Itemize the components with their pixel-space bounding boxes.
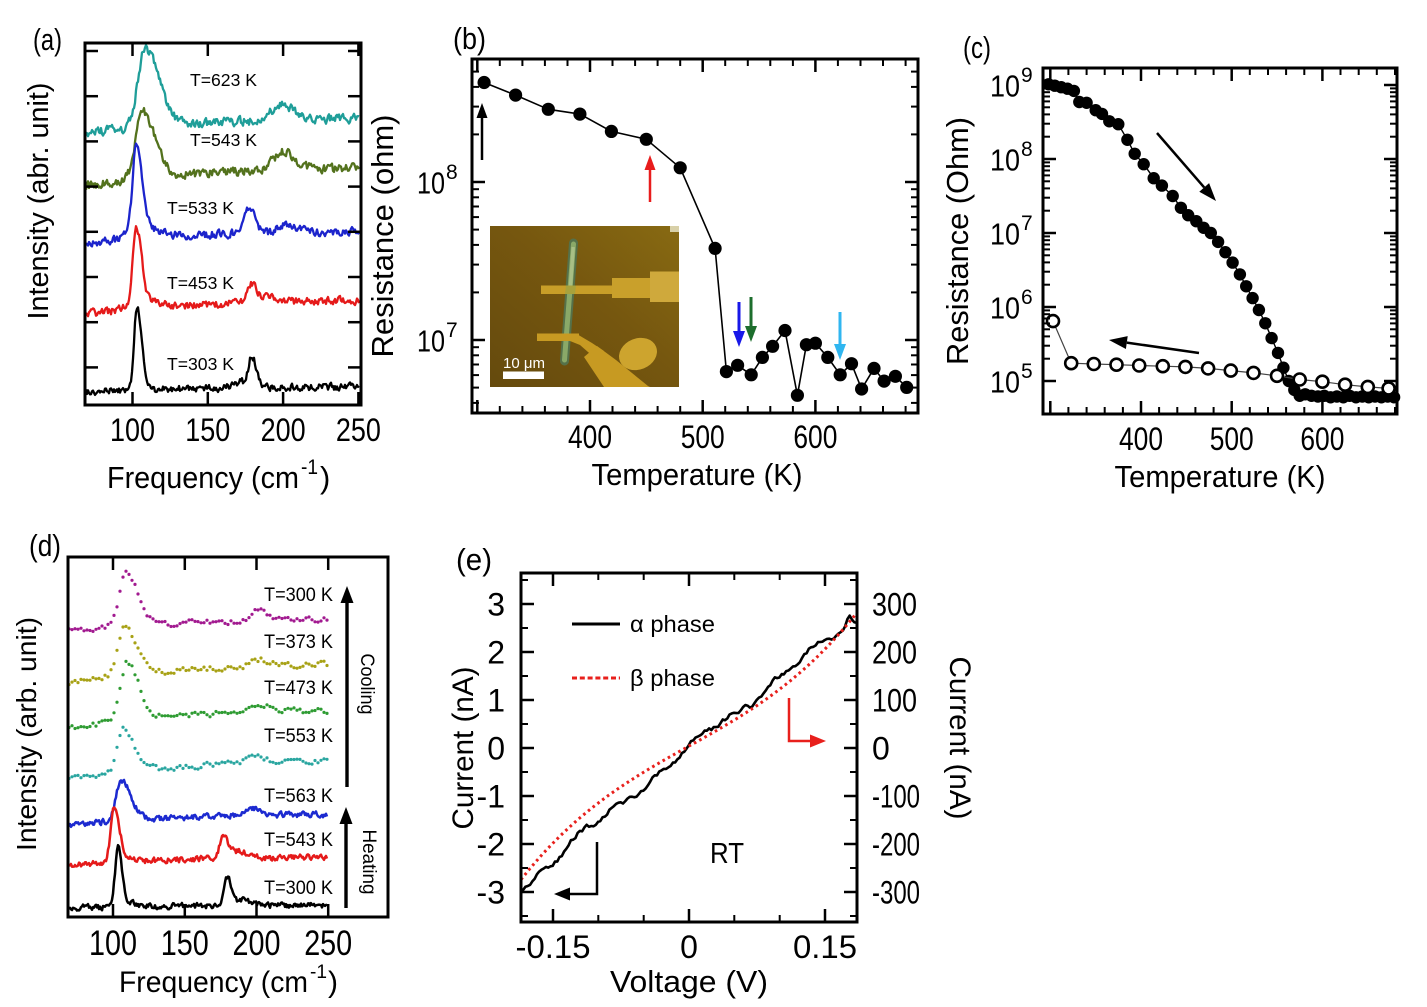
svg-text:200: 200 [261,412,306,448]
svg-text:(e): (e) [456,542,492,577]
svg-text:): ) [328,966,338,999]
svg-text:7: 7 [1021,212,1033,235]
svg-text:T=553 K: T=553 K [264,726,333,747]
svg-text:Heating: Heating [358,830,379,895]
svg-text:10: 10 [417,324,445,359]
svg-text:10: 10 [990,365,1020,400]
svg-text:600: 600 [1300,421,1344,457]
svg-text:500: 500 [1210,421,1254,457]
svg-text:T=373 K: T=373 K [264,632,333,653]
svg-text:10: 10 [990,143,1020,178]
svg-text:β phase: β phase [630,665,715,691]
svg-text:600: 600 [793,419,837,455]
svg-text:Frequency (cm: Frequency (cm [107,460,299,495]
svg-text:(b): (b) [453,21,486,56]
svg-text:-1: -1 [301,456,318,479]
svg-text:10 μm: 10 μm [503,355,545,372]
svg-text:α phase: α phase [630,611,715,637]
svg-text:T=623 K: T=623 K [190,70,257,90]
svg-text:100: 100 [89,924,137,963]
svg-text:7: 7 [446,319,458,342]
svg-text:T=303 K: T=303 K [167,354,234,374]
svg-text:10: 10 [990,291,1020,326]
svg-text:3: 3 [487,587,505,623]
svg-text:-1: -1 [477,779,505,815]
svg-text:Temperature (K): Temperature (K) [592,457,803,492]
svg-text:0.15: 0.15 [793,929,857,965]
svg-text:RT: RT [710,838,744,870]
svg-text:10: 10 [990,217,1020,252]
svg-text:6: 6 [1021,286,1033,309]
svg-text:-300: -300 [872,875,920,911]
svg-text:250: 250 [304,924,352,963]
svg-text:Resistance (Ohm): Resistance (Ohm) [940,117,975,365]
svg-text:T=453 K: T=453 K [167,273,234,293]
svg-text:-100: -100 [872,779,920,815]
svg-text:-200: -200 [872,827,920,863]
svg-text:Intensity (arb. unit): Intensity (arb. unit) [11,617,42,851]
svg-text:1: 1 [487,683,505,719]
svg-text:Current (nA): Current (nA) [447,667,480,830]
svg-text:-2: -2 [477,827,505,863]
svg-text:100: 100 [872,683,917,719]
svg-text:T=533 K: T=533 K [167,198,234,218]
svg-text:Intensity (abr. unit): Intensity (abr. unit) [23,83,55,320]
svg-text:400: 400 [568,419,612,455]
svg-text:10: 10 [990,69,1020,104]
svg-text:200: 200 [872,635,917,671]
svg-text:T=543 K: T=543 K [190,130,257,150]
svg-text:250: 250 [336,412,381,448]
svg-text:Resistance (ohm): Resistance (ohm) [365,115,400,358]
svg-text:T=563 K: T=563 K [264,786,333,807]
svg-text:Frequency (cm: Frequency (cm [119,966,308,999]
svg-text:-3: -3 [477,875,505,911]
svg-text:400: 400 [1119,421,1163,457]
svg-text:T=473 K: T=473 K [264,678,333,699]
svg-text:300: 300 [872,587,917,623]
svg-text:500: 500 [681,419,725,455]
svg-text:(c): (c) [963,30,991,65]
svg-text:Cooling: Cooling [356,654,377,715]
svg-text:T=300 K: T=300 K [264,878,333,899]
svg-text:Current (nA): Current (nA) [943,657,976,820]
svg-text:10: 10 [417,166,445,201]
svg-text:5: 5 [1021,360,1033,383]
svg-text:2: 2 [487,635,505,671]
svg-text:0: 0 [680,929,698,965]
svg-text:200: 200 [233,924,281,963]
svg-text:150: 150 [185,412,230,448]
svg-text:(d): (d) [29,528,61,563]
svg-text:Voltage (V): Voltage (V) [610,964,768,999]
svg-text:0: 0 [487,731,505,767]
svg-text:Temperature (K): Temperature (K) [1115,459,1326,494]
svg-text:(a): (a) [33,22,62,57]
svg-text:8: 8 [1021,138,1033,161]
svg-text:T=543 K: T=543 K [264,830,333,851]
svg-text:8: 8 [446,161,458,184]
svg-text:-1: -1 [310,962,327,983]
svg-text:-0.15: -0.15 [516,929,591,965]
svg-text:150: 150 [161,924,209,963]
svg-text:): ) [320,460,330,495]
svg-text:9: 9 [1021,64,1033,87]
svg-text:100: 100 [110,412,155,448]
svg-text:0: 0 [872,731,890,767]
svg-text:T=300 K: T=300 K [264,585,333,606]
